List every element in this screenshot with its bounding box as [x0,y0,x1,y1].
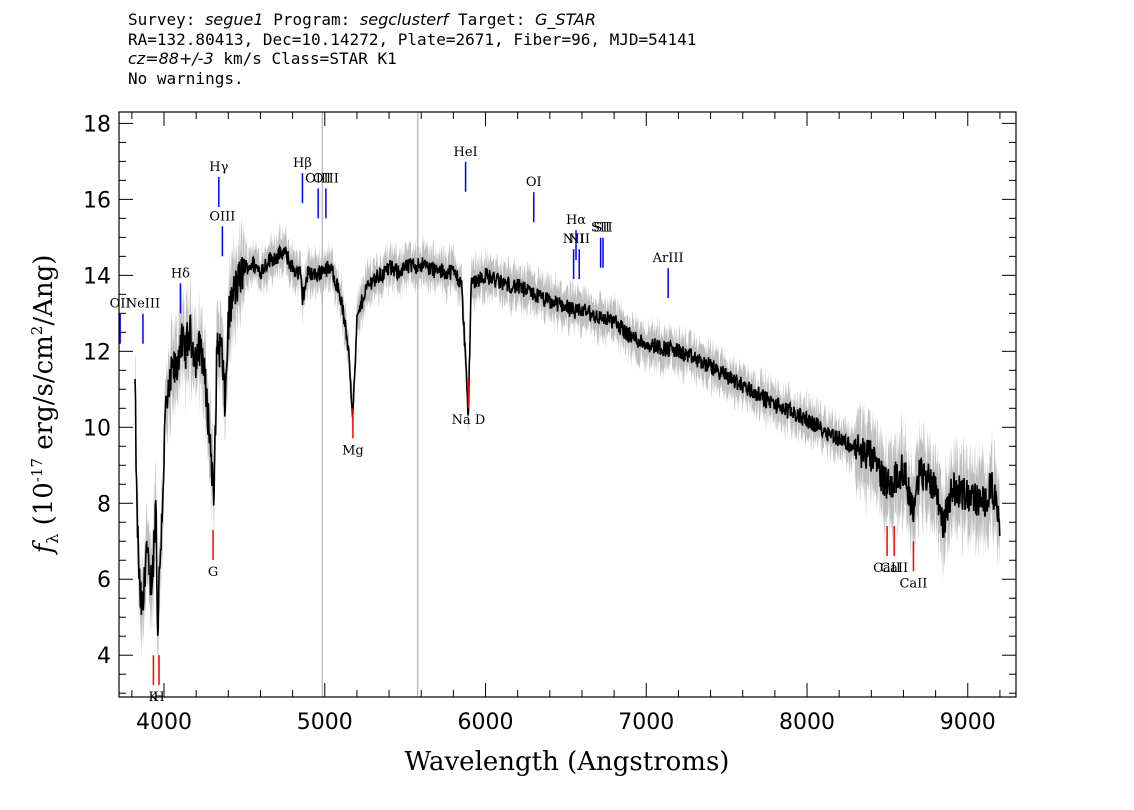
flux-line [134,244,1001,636]
emission-line-label: OIII [305,171,331,186]
y-tick-label: 12 [83,340,111,365]
line-markers: HγOIIIHδNeIIIOIIHβOIIIOIIIHeIOINIIHαNIIS… [110,145,928,705]
absorption-line-label: CaII [873,561,901,576]
redshift-value: cz=88+/-3 [128,49,214,68]
axis-ticks: 4000 5000 6000 7000 8000 9000 4 6 8 10 12 14 16 18 [83,112,1016,735]
emission-line-label: HeI [453,145,477,160]
program-label: Program: [273,10,351,29]
emission-line-label: NII [568,232,590,247]
absorption-line-label: K [149,690,159,705]
emission-line-label: Hδ [171,266,190,281]
absorption-line-label: Na D [452,413,486,428]
emission-line-label: Hγ [209,160,228,175]
emission-line-label: Hβ [293,156,312,171]
x-tick-label: 7000 [618,710,674,735]
sky-lines [321,112,419,697]
emission-line-label: OII [110,297,131,312]
header-survey-line: Survey: segue1 Program: segclusterf Targ… [128,10,696,30]
absorption-line-label: G [208,565,218,580]
class-text: km/s Class=STAR K1 [213,49,397,68]
emission-line-label: SII [591,221,610,236]
header-redshift-line: cz=88+/-3 km/s Class=STAR K1 [128,49,696,69]
absorption-line-label: H [153,690,164,705]
y-tick-label: 10 [83,416,111,441]
y-axis-label: fλ (10-17 erg/s/cm2/Ang) [28,255,62,556]
header-coordinates-line: RA=132.80413, Dec=10.14272, Plate=2671, … [128,29,697,49]
x-tick-label: 5000 [297,710,353,735]
target-label: Target: [457,10,526,29]
header-warnings-line: No warnings. [128,68,244,88]
emission-line-label: NII [563,232,585,247]
flux-series [134,244,1001,636]
x-tick-label: 9000 [940,710,996,735]
emission-line-label: ArIII [652,251,684,266]
y-tick-label: 16 [83,188,111,213]
target-value: G_STAR [535,10,596,29]
emission-line-label: OIII [209,209,235,224]
absorption-line-label: CaII [899,576,927,591]
emission-line-label: OIII [313,171,339,186]
emission-line-label: SII [593,221,612,236]
x-tick-label: 8000 [779,710,835,735]
y-tick-label: 8 [97,492,111,517]
program-value: segclusterf [359,10,449,29]
y-tick-label: 18 [83,112,111,137]
x-axis-label: Wavelength (Angstroms) [405,747,730,777]
absorption-line-label: CaII [880,561,908,576]
survey-value: segue1 [205,10,264,29]
y-tick-label: 14 [83,264,111,289]
absorption-line-label: Mg [342,443,364,458]
survey-label: Survey: [128,10,196,29]
x-tick-label: 4000 [136,710,192,735]
emission-line-label: Hα [566,213,586,228]
spectrum-header: Survey: segue1 Program: segclusterf Targ… [128,10,696,88]
x-tick-label: 6000 [458,710,514,735]
plot-frame [118,111,1017,698]
emission-line-label: NeIII [126,297,160,312]
y-tick-label: 6 [97,568,111,593]
emission-line-label: OI [526,175,542,190]
y-tick-label: 4 [97,644,111,669]
